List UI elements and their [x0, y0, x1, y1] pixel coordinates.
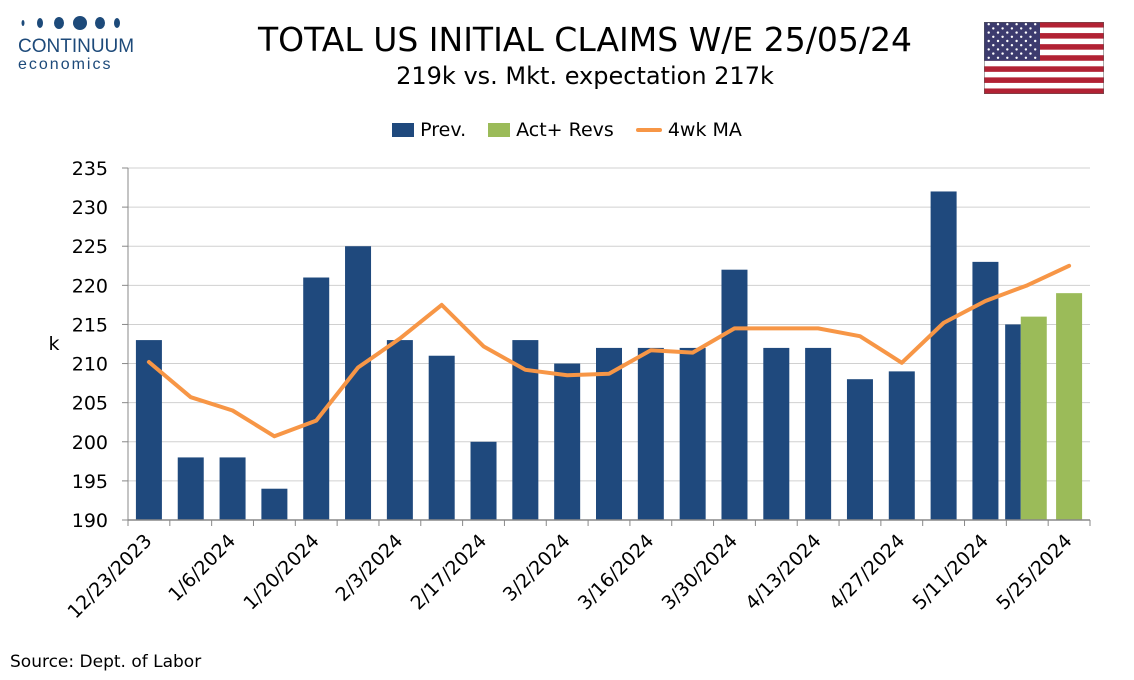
x-tick-label: 3/2/2024 — [499, 530, 575, 606]
y-tick-label: 195 — [72, 471, 108, 493]
bar-prev — [846, 379, 873, 520]
bar-prev — [637, 347, 664, 520]
logo-name: CONTINUUM — [18, 36, 135, 57]
legend-swatch-ma — [635, 128, 662, 132]
x-tick-label: 2/17/2024 — [407, 530, 491, 614]
y-tick-label: 220 — [72, 275, 108, 297]
ma-line — [146, 263, 1072, 439]
us-flag-icon — [984, 22, 1104, 94]
y-axis-ticks: 190 195 200 205 210 215 220 225 230 235 — [72, 158, 128, 532]
bar-prev — [470, 441, 497, 520]
y-axis-label: k — [48, 333, 59, 355]
legend-label-act: Act+ Revs — [516, 119, 614, 141]
legend-item-ma: 4wk MA — [635, 119, 742, 141]
x-tick-label: 1/6/2024 — [164, 530, 240, 606]
chart-subtitle: 219k vs. Mkt. expectation 217k — [396, 62, 774, 90]
bar-act — [1020, 316, 1047, 520]
source-note: Source: Dept. of Labor — [10, 652, 202, 672]
legend-item-prev: Prev. — [392, 119, 466, 141]
x-tick-label: 2/3/2024 — [332, 530, 408, 606]
bar-prev — [177, 457, 204, 520]
logo-dots-icon — [21, 16, 120, 30]
bar-prev — [303, 277, 330, 520]
y-tick-label: 235 — [72, 158, 108, 180]
x-tick-label: 12/23/2023 — [63, 530, 156, 623]
bar-prev — [679, 347, 706, 520]
bar-prev — [930, 191, 957, 520]
bar-prev — [428, 355, 455, 520]
bars — [135, 191, 1083, 520]
x-tick-label: 5/25/2024 — [992, 530, 1076, 614]
bar-prev — [888, 371, 915, 520]
bar-prev — [345, 246, 372, 520]
bar-prev — [219, 457, 246, 520]
bar-prev — [261, 488, 288, 520]
bar-act — [1056, 293, 1083, 520]
y-tick-label: 205 — [72, 393, 108, 415]
chart-legend: Prev. Act+ Revs 4wk MA — [0, 119, 1134, 141]
bar-prev — [763, 347, 790, 520]
bar-prev — [1005, 324, 1021, 520]
legend-label-prev: Prev. — [420, 119, 467, 141]
y-tick-label: 225 — [72, 236, 108, 258]
chart-title: TOTAL US INITIAL CLAIMS W/E 25/05/24 — [258, 20, 912, 59]
axes — [127, 168, 1090, 521]
legend-swatch-act — [488, 123, 511, 137]
bar-prev — [554, 363, 581, 520]
x-tick-label: 4/27/2024 — [825, 530, 909, 614]
logo-subtitle: economics — [18, 56, 113, 73]
x-tick-label: 4/13/2024 — [741, 530, 825, 614]
x-tick-label: 5/11/2024 — [909, 530, 993, 614]
ma-series-line — [146, 263, 1072, 439]
legend-label-ma: 4wk MA — [667, 119, 742, 141]
y-tick-label: 190 — [72, 510, 108, 532]
legend-swatch-prev — [392, 123, 415, 137]
legend-item-act: Act+ Revs — [488, 119, 614, 141]
x-tick-label: 3/16/2024 — [574, 530, 658, 614]
bar-prev — [512, 340, 539, 520]
x-tick-label: 3/30/2024 — [658, 530, 742, 614]
y-tick-label: 200 — [72, 432, 108, 454]
x-axis-ticks: 12/23/2023 1/6/2024 1/20/2024 2/3/2024 2/17/… — [63, 520, 1091, 623]
bar-prev — [805, 347, 832, 520]
bar-prev — [386, 340, 413, 520]
x-tick-label: 1/20/2024 — [239, 530, 323, 614]
bar-prev — [596, 347, 622, 520]
y-tick-label: 215 — [72, 314, 108, 336]
bar-prev — [721, 269, 748, 520]
y-tick-label: 230 — [72, 197, 108, 219]
y-tick-label: 210 — [72, 354, 108, 376]
